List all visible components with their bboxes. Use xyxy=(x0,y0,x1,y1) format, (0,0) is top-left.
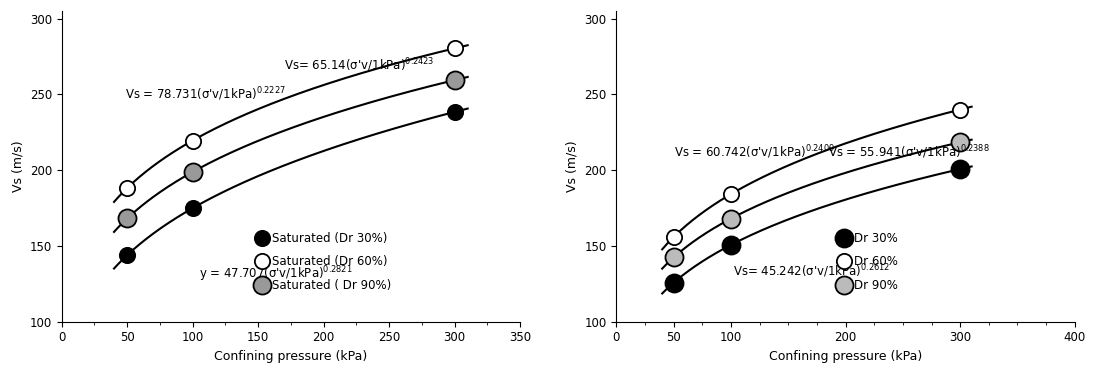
Text: Vs = 78.731(σ'v/1kPa)$^{0.2227}$: Vs = 78.731(σ'v/1kPa)$^{0.2227}$ xyxy=(124,86,285,103)
Legend: Saturated (Dr 30%), Saturated (Dr 60%), Saturated ( Dr 90%): Saturated (Dr 30%), Saturated (Dr 60%), … xyxy=(255,227,396,297)
Text: y = 47.707(σ'v/1kPa)$^{0.2821}$: y = 47.707(σ'v/1kPa)$^{0.2821}$ xyxy=(200,265,353,285)
Text: Vs= 65.14(σ'v/1kPa)$^{0.2423}$: Vs= 65.14(σ'v/1kPa)$^{0.2423}$ xyxy=(284,57,434,74)
X-axis label: Confining pressure (kPa): Confining pressure (kPa) xyxy=(214,350,367,363)
Text: Vs= 45.242(σ'v/1kPa)$^{0.2612}$: Vs= 45.242(σ'v/1kPa)$^{0.2612}$ xyxy=(733,263,891,280)
X-axis label: Confining pressure (kPa): Confining pressure (kPa) xyxy=(769,350,923,363)
Y-axis label: Vs (m/s): Vs (m/s) xyxy=(11,141,24,192)
Legend: Dr 30%, Dr 60%, Dr 90%: Dr 30%, Dr 60%, Dr 90% xyxy=(836,227,903,297)
Text: Vs = 55.941(σ'v/1kPa)$^{0.2388}$: Vs = 55.941(σ'v/1kPa)$^{0.2388}$ xyxy=(828,143,991,161)
Y-axis label: Vs (m/s): Vs (m/s) xyxy=(566,141,579,192)
Text: Vs = 60.742(σ'v/1kPa)$^{0.2409}$: Vs = 60.742(σ'v/1kPa)$^{0.2409}$ xyxy=(674,143,835,161)
